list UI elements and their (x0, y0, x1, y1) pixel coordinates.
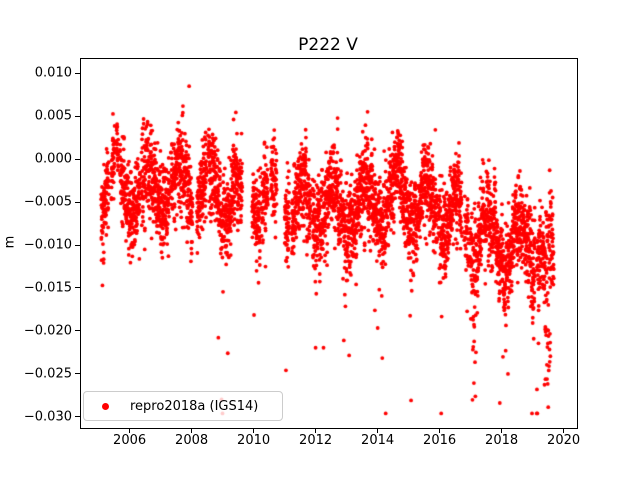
y-tick-mark (75, 373, 80, 375)
y-tick-mark (75, 244, 80, 246)
y-tick-mark (75, 115, 80, 117)
x-tick-mark (377, 428, 379, 433)
x-tick-mark (191, 428, 193, 433)
y-tick-mark (75, 201, 80, 203)
x-tick-mark (253, 428, 255, 433)
x-tick-label: 2010 (237, 433, 271, 448)
x-tick-mark (129, 428, 131, 433)
legend: repro2018a (IGS14) (83, 391, 283, 421)
plot-area (80, 58, 578, 429)
x-tick-mark (439, 428, 441, 433)
x-tick-label: 2016 (423, 433, 457, 448)
y-tick-label: −0.025 (23, 366, 72, 382)
y-tick-label: −0.015 (23, 280, 72, 296)
x-tick-label: 2008 (175, 433, 209, 448)
y-tick-label: 0.005 (34, 108, 72, 124)
scatter-points-canvas (81, 59, 577, 428)
y-tick-label: 0.010 (34, 65, 72, 81)
x-tick-mark (315, 428, 317, 433)
y-tick-label: −0.010 (23, 237, 72, 253)
x-tick-label: 2006 (113, 433, 147, 448)
x-tick-label: 2020 (547, 433, 581, 448)
x-tick-label: 2014 (361, 433, 395, 448)
y-tick-label: −0.020 (23, 323, 72, 339)
x-tick-mark (501, 428, 503, 433)
y-axis-label: m (2, 235, 18, 249)
y-tick-mark (75, 330, 80, 332)
chart-title: P222 V (298, 35, 358, 55)
y-tick-label: −0.030 (23, 409, 72, 425)
x-tick-label: 2012 (299, 433, 333, 448)
x-tick-mark (563, 428, 565, 433)
y-tick-label: 0.000 (34, 151, 72, 167)
y-tick-mark (75, 287, 80, 289)
legend-marker-icon (102, 402, 109, 410)
y-tick-mark (75, 72, 80, 74)
legend-label: repro2018a (IGS14) (130, 398, 259, 414)
x-tick-label: 2018 (485, 433, 519, 448)
y-tick-label: −0.005 (23, 194, 72, 210)
y-tick-mark (75, 158, 80, 160)
y-tick-mark (75, 416, 80, 418)
